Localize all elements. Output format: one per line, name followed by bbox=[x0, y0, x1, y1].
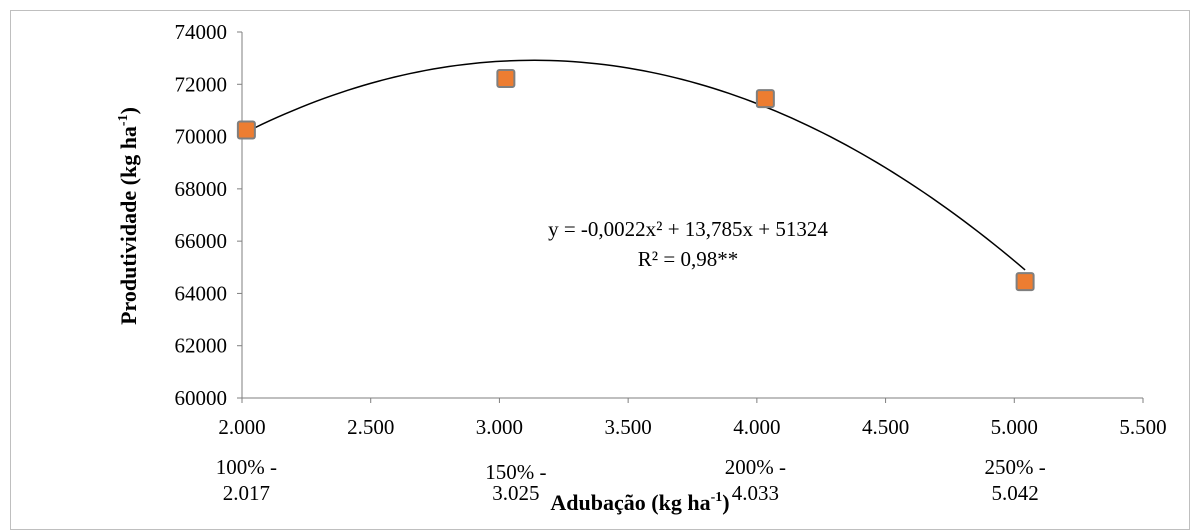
x-tick-labels: 2.000 2.500 3.000 3.500 4.000 4.500 5.000 5.500 bbox=[218, 415, 1166, 439]
y-tick-labels: 60000 62000 64000 66000 68000 70000 72000 74000 bbox=[175, 20, 228, 410]
x-tick-label: 5.000 bbox=[991, 415, 1038, 439]
category-label-line1: 100% - bbox=[216, 455, 277, 479]
y-tick-label: 70000 bbox=[175, 125, 228, 149]
chart-svg: 60000 62000 64000 66000 68000 70000 72000 74000… bbox=[116, 20, 1167, 515]
axes bbox=[237, 31, 1144, 403]
category-label-line1: 250% - bbox=[984, 455, 1045, 479]
r-squared-label: R² = 0,98** bbox=[638, 247, 738, 271]
category-label-line2: 4.033 bbox=[732, 481, 779, 505]
x-tick-label: 2.000 bbox=[218, 415, 265, 439]
x-tick-label: 2.500 bbox=[347, 415, 394, 439]
trendline-equation: y = -0,0022x² + 13,785x + 51324 bbox=[548, 217, 828, 241]
x-tick-label: 3.000 bbox=[476, 415, 523, 439]
chart-frame bbox=[10, 10, 1190, 530]
category-labels: 100% -2.017 150% -3.025 200% -4.033 250% -5… bbox=[216, 455, 1046, 505]
y-tick-label: 66000 bbox=[175, 229, 228, 253]
y-tick-label: 64000 bbox=[175, 281, 228, 305]
category-label-line1: 200% - bbox=[725, 455, 786, 479]
data-point bbox=[1015, 272, 1035, 292]
data-point bbox=[496, 69, 516, 89]
category-label-line2: 5.042 bbox=[991, 481, 1038, 505]
y-tick-label: 74000 bbox=[175, 20, 228, 44]
y-tick-label: 60000 bbox=[175, 386, 228, 410]
data-point bbox=[755, 89, 775, 109]
x-tick-label: 4.000 bbox=[733, 415, 780, 439]
x-tick-label: 3.500 bbox=[605, 415, 652, 439]
data-points bbox=[236, 69, 1035, 292]
x-tick-label: 5.500 bbox=[1119, 415, 1166, 439]
y-tick-label: 72000 bbox=[175, 72, 228, 96]
x-tick-label: 4.500 bbox=[862, 415, 909, 439]
y-axis-title: Produtividade (kg ha-1) bbox=[116, 107, 141, 325]
data-point bbox=[236, 120, 256, 140]
y-tick-label: 62000 bbox=[175, 334, 228, 358]
category-label-line2: 2.017 bbox=[223, 481, 270, 505]
trendline bbox=[246, 59, 1026, 271]
category-label-line2: 3.025 bbox=[492, 481, 539, 505]
category-label-line1: 150% - bbox=[485, 460, 546, 484]
y-tick-label: 68000 bbox=[175, 177, 228, 201]
x-axis-title: Adubação (kg ha-1) bbox=[550, 490, 729, 515]
